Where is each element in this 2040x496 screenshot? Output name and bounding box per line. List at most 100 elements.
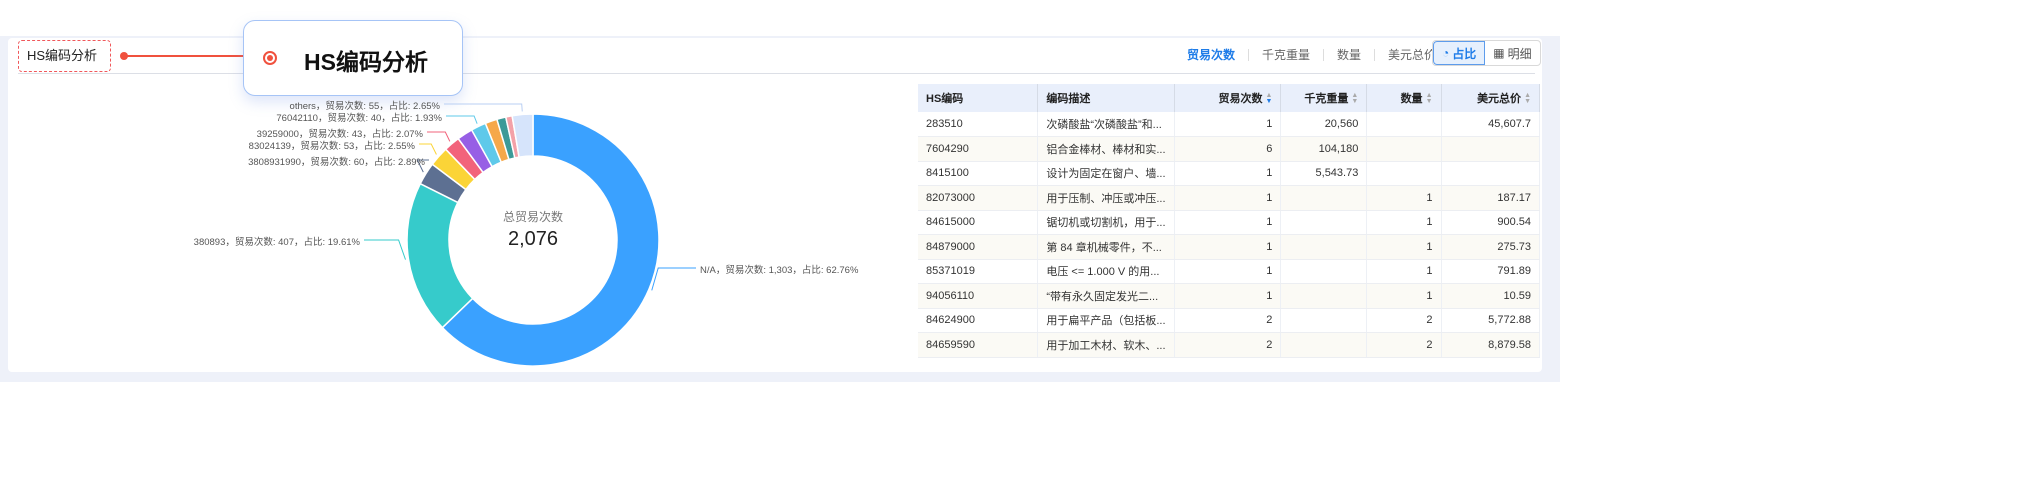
donut-slice[interactable] xyxy=(511,113,534,159)
col-trade-count[interactable]: 贸易次数 ▲ ▼ xyxy=(1174,84,1282,112)
table-cell: 104,180 xyxy=(1280,136,1368,162)
table-cell: 2 xyxy=(1366,308,1442,333)
table-cell xyxy=(1366,136,1442,162)
toggle-label: 明细 xyxy=(1507,46,1532,61)
donut-chart xyxy=(364,103,696,367)
table-row[interactable]: 82073000 用于压制、冲压或冲压... 1 1 187.17 xyxy=(918,185,1540,211)
slice-label: 83024139，贸易次数: 53，占比: 2.55% xyxy=(248,141,415,152)
table-cell xyxy=(1280,308,1368,333)
table-cell: 1 xyxy=(1174,234,1282,260)
donut-slice[interactable] xyxy=(441,113,660,367)
table-cell: 2 xyxy=(1174,308,1282,333)
table-cell: 用于加工木材、软木、... xyxy=(1037,332,1175,358)
table-row[interactable]: 7604290 铝合金棒材、棒材和实... 6 104,180 xyxy=(918,136,1540,162)
label-leader-line xyxy=(427,131,451,142)
table-row[interactable]: 84659590 用于加工木材、软木、... 2 2 8,879.58 xyxy=(918,332,1540,358)
table-row[interactable]: 84624900 用于扁平产品（包括板... 2 2 5,772.88 xyxy=(918,308,1540,333)
table-cell: 1 xyxy=(1174,185,1282,211)
metric-tabs: 贸易次数 千克重量 数量 美元总价 xyxy=(1187,46,1436,63)
slice-label: 3808931990，贸易次数: 60，占比: 2.89% xyxy=(248,157,425,168)
table-row[interactable]: 8415100 设计为固定在窗户、墙... 1 5,543.73 xyxy=(918,161,1540,186)
table-cell: 5,772.88 xyxy=(1441,308,1540,333)
table-cell: 20,560 xyxy=(1280,112,1368,137)
table-cell: 187.17 xyxy=(1441,185,1540,211)
table-cell: 1 xyxy=(1366,259,1442,284)
toggle-label: 占比 xyxy=(1452,46,1477,61)
table-cell: 1 xyxy=(1366,283,1442,309)
table-cell: “带有永久固定发光二... xyxy=(1037,283,1175,309)
label-leader-line xyxy=(364,239,406,260)
donut-center-value: 2,076 xyxy=(507,228,559,250)
table-row[interactable]: 94056110 “带有永久固定发光二... 1 1 10.59 xyxy=(918,283,1540,309)
slice-label: 380893，贸易次数: 407，占比: 19.61% xyxy=(193,237,360,248)
table-cell: 94056110 xyxy=(918,283,1039,309)
table-cell xyxy=(1280,210,1368,235)
col-quantity[interactable]: 数量 ▲ ▼ xyxy=(1366,84,1442,112)
table-cell: 8,879.58 xyxy=(1441,332,1540,358)
table-cell xyxy=(1280,259,1368,284)
table-cell: 1 xyxy=(1174,259,1282,284)
table-cell: 电压 <= 1.000 V 的用... xyxy=(1037,259,1175,284)
label-leader-line xyxy=(651,267,696,291)
table-cell xyxy=(1280,332,1368,358)
table-cell: 84615000 xyxy=(918,210,1039,235)
table-cell: 设计为固定在窗户、墙... xyxy=(1037,161,1175,186)
col-usd-total[interactable]: 美元总价 ▲ ▼ xyxy=(1441,84,1540,112)
table-row[interactable]: 84879000 第 84 章机械零件，不... 1 1 275.73 xyxy=(918,234,1540,260)
table-icon: ▦ xyxy=(1493,46,1505,60)
pie-icon: ◔ xyxy=(1442,46,1450,60)
table-cell: 1 xyxy=(1366,210,1442,235)
table-cell: 85371019 xyxy=(918,259,1039,284)
slice-label: N/A，贸易次数: 1,303，占比: 62.76% xyxy=(700,265,859,276)
table-row[interactable]: 85371019 电压 <= 1.000 V 的用... 1 1 791.89 xyxy=(918,259,1540,284)
table-cell xyxy=(1441,136,1540,162)
table-cell: 用于压制、冲压或冲压... xyxy=(1037,185,1175,211)
donut-slice[interactable] xyxy=(406,182,474,329)
label-leader-line xyxy=(444,103,523,112)
label-leader-line xyxy=(419,143,437,155)
table-cell: 1 xyxy=(1174,283,1282,309)
table-cell xyxy=(1366,112,1442,137)
section-title: HS编码分析 xyxy=(18,40,111,72)
table-cell: 次磷酸盐“次磷酸盐”和... xyxy=(1037,112,1175,137)
table-cell: 锯切机或切割机，用于... xyxy=(1037,210,1175,235)
sort-icon[interactable]: ▲ ▼ xyxy=(1425,92,1433,106)
col-description: 编码描述 xyxy=(1037,84,1175,112)
tab-trade-count[interactable]: 贸易次数 xyxy=(1187,48,1236,62)
toggle-detail[interactable]: ▦ 明细 xyxy=(1485,41,1539,65)
col-hs-code: HS编码 xyxy=(918,84,1039,112)
tab-weight-kg[interactable]: 千克重量 xyxy=(1262,48,1311,62)
slice-label: 76042110，贸易次数: 40，占比: 1.93% xyxy=(276,113,442,124)
sort-icon[interactable]: ▲ ▼ xyxy=(1524,92,1531,106)
table-cell: 6 xyxy=(1174,136,1282,162)
table-row[interactable]: 84615000 锯切机或切割机，用于... 1 1 900.54 xyxy=(918,210,1540,235)
table-cell: 5,543.73 xyxy=(1280,161,1368,186)
table-cell: 7604290 xyxy=(918,136,1039,162)
table-cell: 1 xyxy=(1174,112,1282,137)
slice-label: 39259000，贸易次数: 43，占比: 2.07% xyxy=(256,129,423,140)
table-cell xyxy=(1280,234,1368,260)
sort-icon[interactable]: ▲ ▼ xyxy=(1351,92,1359,106)
table-cell: 2 xyxy=(1174,332,1282,358)
table-cell: 1 xyxy=(1366,234,1442,260)
table-cell: 铝合金棒材、棒材和实... xyxy=(1037,136,1175,162)
table-cell: 84879000 xyxy=(918,234,1039,260)
divider xyxy=(1248,48,1250,61)
tab-quantity[interactable]: 数量 xyxy=(1337,48,1362,62)
sort-icon[interactable]: ▲ ▼ xyxy=(1265,92,1273,106)
table-row[interactable]: 283510 次磷酸盐“次磷酸盐”和... 1 20,560 45,607.7 xyxy=(918,112,1540,137)
target-icon xyxy=(263,51,277,65)
table-cell: 84659590 xyxy=(918,332,1039,358)
toggle-proportion[interactable]: ◔ 占比 xyxy=(1433,41,1486,65)
view-toggle: ◔ 占比 ▦ 明细 xyxy=(1432,40,1541,66)
callout-title: HS编码分析 xyxy=(304,49,428,75)
table-cell xyxy=(1441,161,1540,186)
col-weight[interactable]: 千克重量 ▲ ▼ xyxy=(1280,84,1368,112)
table-cell: 275.73 xyxy=(1441,234,1540,260)
table-cell: 791.89 xyxy=(1441,259,1540,284)
tab-usd-total[interactable]: 美元总价 xyxy=(1388,48,1437,62)
hs-code-table: HS编码 编码描述 贸易次数 ▲ ▼ 千克重量 ▲ ▼ 数量 ▲ ▼ 美元总价 ▲ ▼ 2835… xyxy=(918,84,1540,358)
table-cell: 第 84 章机械零件，不... xyxy=(1037,234,1175,260)
annotation-connector xyxy=(124,55,270,57)
annotation-callout: HS编码分析 xyxy=(243,20,463,96)
